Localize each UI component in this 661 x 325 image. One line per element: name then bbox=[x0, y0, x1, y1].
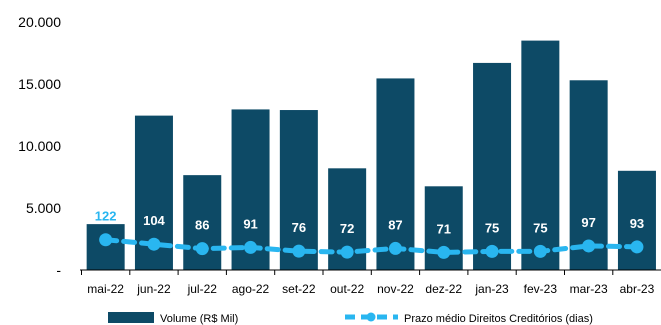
line-data-label: 86 bbox=[195, 218, 209, 233]
y-tick-label: 20.000 bbox=[18, 14, 61, 30]
line-data-label: 75 bbox=[533, 220, 547, 235]
x-tick-label: nov-22 bbox=[377, 282, 414, 296]
line-data-labels: 122 104 86 91 76 72 87 71 75 75 97 93 bbox=[95, 209, 644, 237]
bar-mar-23 bbox=[569, 80, 608, 270]
y-tick-label: - bbox=[56, 262, 61, 278]
line-data-label: 91 bbox=[243, 216, 257, 231]
line-point-set-22 bbox=[292, 244, 306, 258]
x-tick-label: jul-22 bbox=[187, 282, 218, 296]
y-axis: - 5.000 10.000 15.000 20.000 bbox=[18, 14, 61, 278]
x-tick-label: out-22 bbox=[330, 282, 364, 296]
bar-mai-22 bbox=[86, 224, 125, 270]
bar-series bbox=[86, 40, 656, 271]
line-data-label: 93 bbox=[630, 216, 644, 231]
x-tick-label: abr-23 bbox=[620, 282, 655, 296]
y-tick-label: 15.000 bbox=[18, 76, 61, 92]
line-point-abr-23 bbox=[630, 240, 644, 254]
line-data-label: 97 bbox=[581, 215, 595, 230]
line-point-jun-22 bbox=[147, 237, 161, 251]
y-tick-label: 10.000 bbox=[18, 138, 61, 154]
x-tick-label: dez-22 bbox=[425, 282, 462, 296]
line-point-jan-23 bbox=[485, 244, 499, 258]
legend-swatch-volume bbox=[108, 312, 154, 323]
line-point-nov-22 bbox=[388, 241, 402, 255]
line-data-label: 71 bbox=[437, 221, 451, 236]
bar-set-22 bbox=[279, 110, 318, 270]
x-tick-label: ago-22 bbox=[232, 282, 270, 296]
x-tick-label: mai-22 bbox=[87, 282, 124, 296]
x-tick-label: fev-23 bbox=[524, 282, 558, 296]
line-data-label: 122 bbox=[95, 209, 117, 224]
line-data-label: 75 bbox=[485, 220, 499, 235]
line-data-label: 72 bbox=[340, 221, 354, 236]
line-point-ago-22 bbox=[244, 240, 258, 254]
line-data-label: 104 bbox=[143, 213, 165, 228]
line-point-dez-22 bbox=[437, 245, 451, 259]
line-data-label: 76 bbox=[292, 220, 306, 235]
x-tick-label: set-22 bbox=[282, 282, 316, 296]
legend-label-volume: Volume (R$ Mil) bbox=[160, 313, 238, 325]
x-tick-label: jan-23 bbox=[474, 282, 509, 296]
line-path bbox=[103, 237, 640, 255]
line-point-fev-23 bbox=[533, 244, 547, 258]
line-data-label: 87 bbox=[388, 217, 402, 232]
line-point-out-22 bbox=[340, 245, 354, 259]
y-tick-label: 5.000 bbox=[26, 200, 61, 216]
line-point-jul-22 bbox=[195, 242, 209, 256]
legend-marker-prazo bbox=[366, 312, 376, 322]
bar-nov-22 bbox=[376, 78, 415, 270]
line-series bbox=[99, 233, 644, 259]
line-point-mai-22 bbox=[99, 233, 113, 247]
line-point-mar-23 bbox=[582, 239, 596, 253]
bar-fev-23 bbox=[521, 40, 560, 270]
x-axis: mai-22 jun-22 jul-22 ago-22 set-22 out-22 nov-… bbox=[81, 270, 655, 296]
bar-abr-23 bbox=[617, 170, 656, 270]
x-tick-label: mar-23 bbox=[570, 282, 608, 296]
x-tick-label: jun-22 bbox=[136, 282, 171, 296]
bar-jan-23 bbox=[473, 62, 512, 270]
legend-label-prazo: Prazo médio Direitos Creditórios (dias) bbox=[404, 313, 593, 325]
legend: Volume (R$ Mil) Prazo médio Direitos Cre… bbox=[108, 312, 593, 325]
